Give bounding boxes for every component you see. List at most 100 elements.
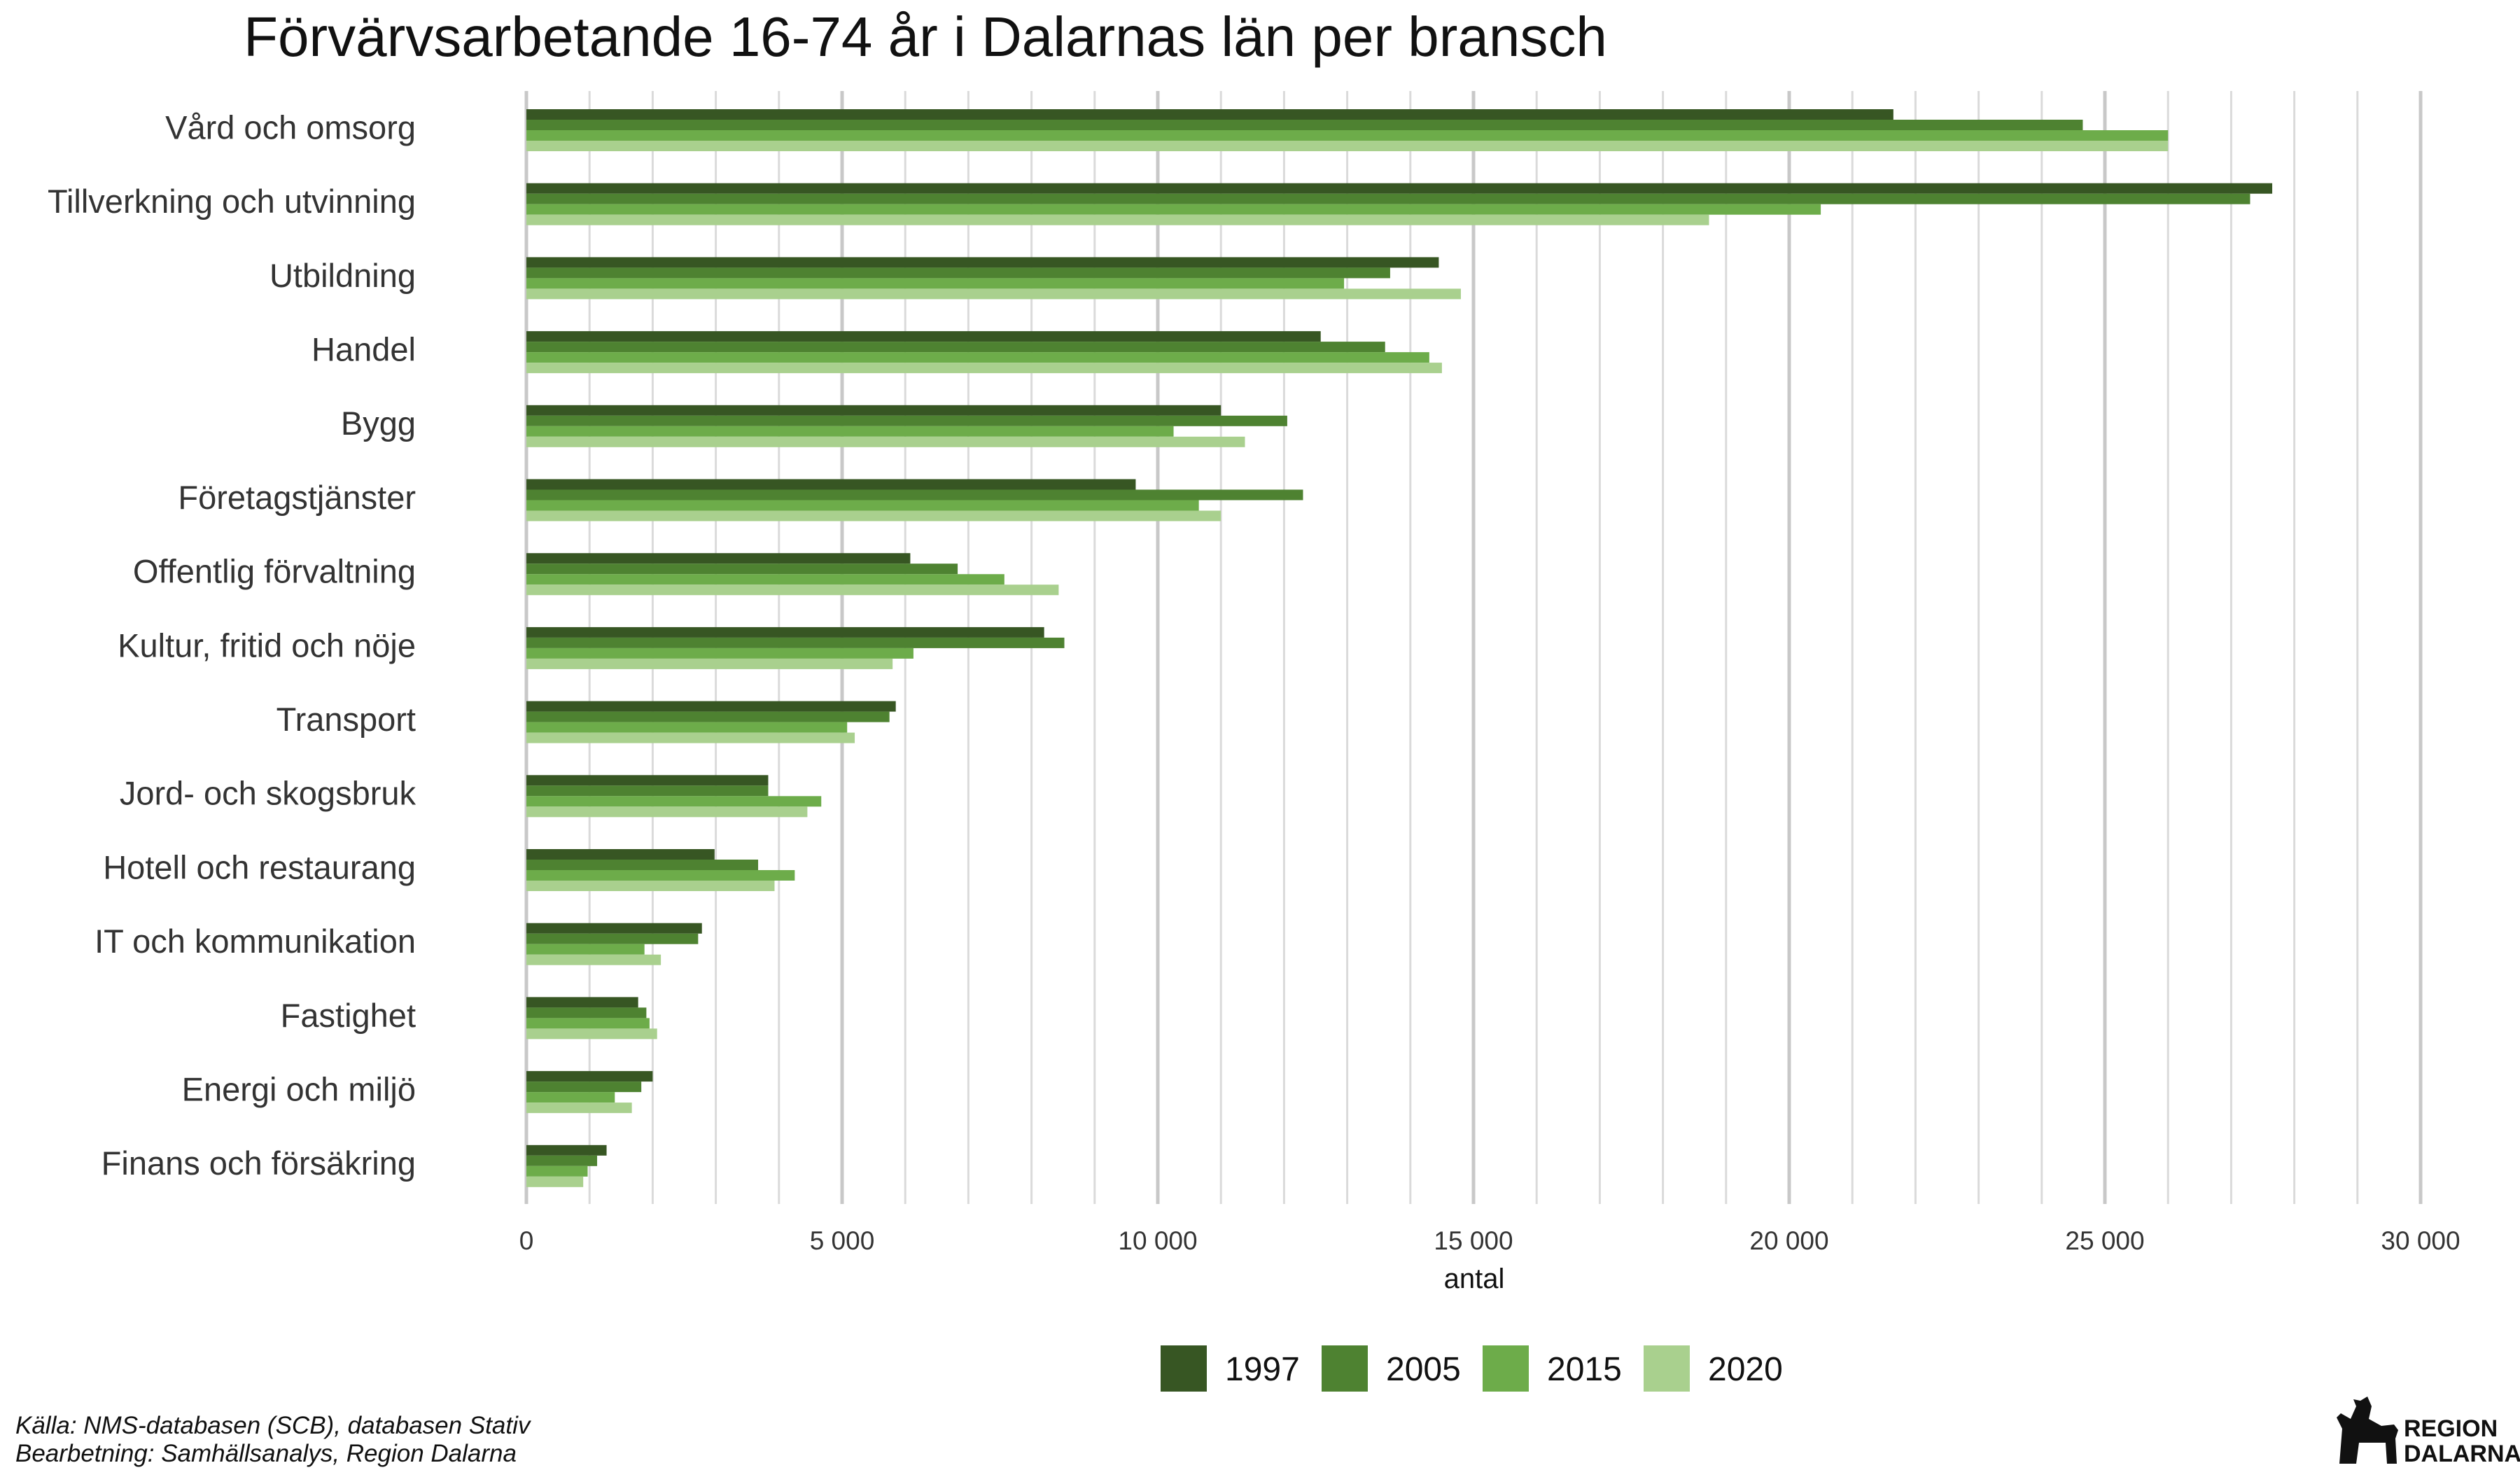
category-label: Fastighet <box>281 997 416 1034</box>
bars <box>526 109 2273 1187</box>
legend-label-1997: 1997 <box>1225 1351 1300 1388</box>
bar-1997 <box>526 109 1893 120</box>
legend-label-2005: 2005 <box>1386 1351 1461 1388</box>
bar-1997 <box>526 405 1222 416</box>
bar-1997 <box>526 997 638 1008</box>
bar-1997 <box>526 626 1044 638</box>
category-label: Tillverkning och utvinning <box>48 183 416 220</box>
category-label: Offentlig förvaltning <box>133 553 416 590</box>
x-axis-title: antal <box>1444 1264 1505 1294</box>
bar-2020 <box>526 584 1059 596</box>
bar-2015 <box>526 1018 650 1029</box>
category-label: Finans och försäkring <box>102 1144 416 1182</box>
bar-2015 <box>526 1166 588 1177</box>
region-dalarna-logo: REGION DALARNA <box>2337 1396 2520 1467</box>
bar-2015 <box>526 870 795 881</box>
category-label: IT och kommunikation <box>94 923 416 960</box>
legend: 1997 2005 2015 2020 <box>1161 1345 1783 1392</box>
legend-swatch-2020 <box>1644 1345 1690 1392</box>
logo-text-dalarna: DALARNA <box>2404 1441 2520 1467</box>
bar-2005 <box>526 933 699 944</box>
source-line-1: Källa: NMS-databasen (SCB), databasen St… <box>15 1412 532 1439</box>
bar-1997 <box>526 479 1136 490</box>
legend-label-2015: 2015 <box>1547 1351 1622 1388</box>
bar-2015 <box>526 648 913 659</box>
bar-2015 <box>526 204 1821 215</box>
bar-2005 <box>526 637 1065 648</box>
bar-2015 <box>526 130 2169 141</box>
bar-1997 <box>526 257 1439 268</box>
bar-1997 <box>526 849 715 860</box>
bar-2005 <box>526 415 1287 426</box>
bar-2020 <box>526 1028 657 1040</box>
x-tick-label: 20 000 <box>1749 1226 1828 1255</box>
bar-2005 <box>526 267 1390 279</box>
bar-1997 <box>526 701 896 712</box>
logo-text-region: REGION <box>2404 1415 2498 1442</box>
bar-2015 <box>526 1092 615 1103</box>
bar-2005 <box>526 711 890 722</box>
bar-2015 <box>526 426 1174 437</box>
x-tick-label: 30 000 <box>2381 1226 2460 1255</box>
category-labels: Vård och omsorg Tillverkning och utvinnin… <box>48 108 416 1182</box>
bar-2015 <box>526 796 822 807</box>
bar-2020 <box>526 732 855 743</box>
dalahorse-icon <box>2337 1396 2398 1464</box>
bar-2020 <box>526 288 1461 300</box>
source-line-2: Bearbetning: Samhällsanalys, Region Dala… <box>15 1440 517 1467</box>
category-label: Bygg <box>341 405 416 442</box>
bar-2005 <box>526 1155 598 1166</box>
category-label: Hotell och restaurang <box>103 848 416 886</box>
bar-2020 <box>526 806 808 818</box>
bar-1997 <box>526 1071 653 1082</box>
bar-1997 <box>526 1144 607 1156</box>
x-tick-label: 5 000 <box>810 1226 875 1255</box>
category-label: Vård och omsorg <box>165 108 416 146</box>
bar-2020 <box>526 510 1222 522</box>
bar-2020 <box>526 954 662 965</box>
bar-2015 <box>526 500 1199 511</box>
category-label: Utbildning <box>270 257 416 294</box>
bar-2020 <box>526 881 775 891</box>
bar-2005 <box>526 1082 642 1093</box>
bar-2020 <box>526 1102 632 1114</box>
bar-1997 <box>526 923 702 934</box>
bar-1997 <box>526 331 1321 342</box>
bar-2015 <box>526 278 1345 289</box>
bar-2020 <box>526 214 1709 225</box>
x-tick-labels: 0 5 000 10 000 15 000 20 000 25 000 30 000 <box>519 1226 2460 1255</box>
bar-2005 <box>526 193 2250 204</box>
bar-2005 <box>526 785 769 797</box>
bar-2005 <box>526 860 759 870</box>
bar-2005 <box>526 342 1385 353</box>
category-label: Transport <box>276 701 416 738</box>
legend-swatch-2005 <box>1322 1345 1368 1392</box>
category-label: Energi och miljö <box>182 1071 416 1108</box>
category-label: Handel <box>312 331 416 368</box>
chart-title: Förvärvsarbetande 16-74 år i Dalarnas lä… <box>244 6 1607 68</box>
bar-2015 <box>526 352 1429 363</box>
legend-swatch-1997 <box>1161 1345 1207 1392</box>
bar-2005 <box>526 564 958 575</box>
category-label: Kultur, fritid och nöje <box>118 626 416 664</box>
x-tick-label: 10 000 <box>1118 1226 1197 1255</box>
bar-2020 <box>526 436 1245 447</box>
bar-2005 <box>526 489 1303 500</box>
bar-2005 <box>526 120 2083 130</box>
bar-2020 <box>526 658 893 669</box>
bar-2015 <box>526 944 645 955</box>
bar-1997 <box>526 553 911 564</box>
bar-2015 <box>526 574 1004 585</box>
bar-2020 <box>526 141 2169 151</box>
bar-2015 <box>526 722 848 733</box>
bar-1997 <box>526 775 769 786</box>
bar-1997 <box>526 183 2273 194</box>
category-label: Jord- och skogsbruk <box>120 775 416 812</box>
x-tick-label: 15 000 <box>1434 1226 1513 1255</box>
x-tick-label: 0 <box>519 1226 534 1255</box>
legend-label-2020: 2020 <box>1708 1351 1783 1388</box>
bar-2020 <box>526 1176 584 1187</box>
bar-2005 <box>526 1007 647 1018</box>
category-label: Företagstjänster <box>178 479 416 516</box>
